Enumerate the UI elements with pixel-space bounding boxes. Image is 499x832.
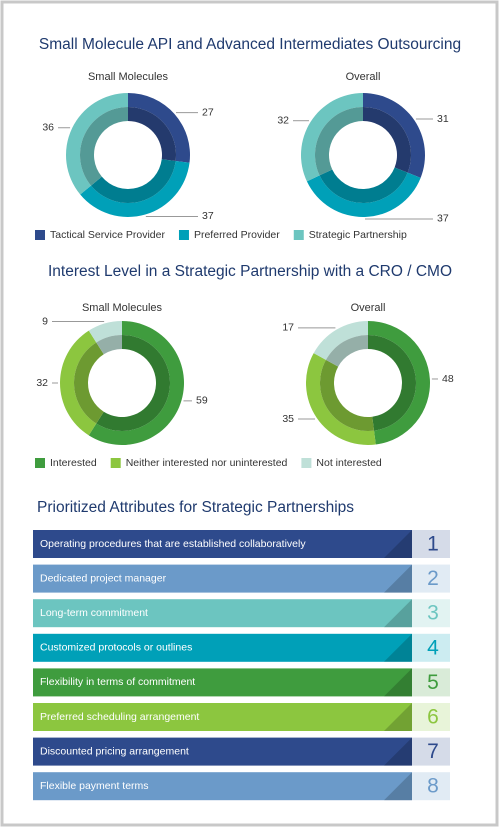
donut-inner-segment [315, 107, 363, 176]
legend-label: Neither interested nor uninterested [126, 457, 288, 469]
donut-inner-segment [96, 335, 170, 431]
donut-inner-segment [320, 359, 375, 431]
donut-inner-segment [73, 342, 104, 424]
data-label: 36 [42, 122, 54, 134]
donut-segment [363, 93, 426, 178]
attribute-bar-fold [384, 564, 412, 593]
data-label: 9 [42, 315, 48, 327]
donut-inner-segment [128, 107, 176, 162]
data-label: 31 [437, 113, 449, 125]
donut-segment [59, 330, 97, 436]
data-label: 59 [196, 395, 208, 407]
attribute-bar [33, 772, 412, 801]
legend-label: Preferred Provider [194, 229, 280, 241]
donut-inner-segment [325, 335, 368, 367]
attribute-bar-fold [384, 668, 412, 697]
rank-number: 8 [427, 775, 439, 798]
rank-number: 1 [427, 533, 439, 556]
attribute-label: Flexibility in terms of commitment [40, 676, 195, 688]
rank-box [412, 703, 450, 731]
rank-box [412, 564, 450, 593]
data-label: 17 [282, 322, 294, 334]
attribute-bar-fold [384, 530, 412, 558]
attribute-bar-fold [384, 772, 412, 801]
donut-segment [306, 172, 421, 217]
legend-swatch [301, 458, 312, 468]
rank-number: 4 [427, 636, 439, 659]
attribute-bar [33, 737, 412, 766]
rank-box [412, 599, 450, 628]
data-label: 37 [202, 210, 214, 222]
attribute-bar-fold [384, 599, 412, 628]
attribute-label: Customized protocols or outlines [40, 642, 192, 654]
attribute-label: Operating procedures that are establishe… [40, 538, 306, 550]
rank-number: 2 [427, 567, 439, 590]
rank-number: 3 [427, 602, 439, 625]
chart-subtitle: Small Molecules [82, 302, 163, 314]
donut-segment [80, 161, 190, 217]
donut-segment [313, 321, 368, 360]
attribute-label: Dedicated project manager [40, 572, 167, 584]
legend-label: Interested [50, 457, 97, 469]
data-label: 48 [442, 373, 454, 385]
donut-segment [301, 93, 363, 182]
attribute-bar [33, 599, 412, 628]
attribute-bar-fold [384, 737, 412, 766]
data-label: 32 [277, 114, 289, 126]
donut-inner-segment [96, 335, 122, 355]
rank-box [412, 772, 450, 801]
data-label: 37 [437, 213, 449, 225]
donut-inner-segment [80, 107, 128, 186]
rank-number: 5 [427, 671, 439, 694]
legend-label: Strategic Partnership [309, 229, 407, 241]
section-title: Small Molecule API and Advanced Intermed… [39, 36, 461, 53]
donut-inner-segment [363, 107, 412, 173]
rank-number: 7 [427, 740, 439, 763]
attribute-bar [33, 703, 412, 731]
chart-subtitle: Overall [346, 71, 381, 83]
section-title: Interest Level in a Strategic Partnershi… [48, 263, 452, 280]
donut-inner-segment [91, 159, 176, 203]
donut-segment [65, 93, 128, 195]
chart-subtitle: Overall [351, 302, 386, 314]
attribute-bar [33, 564, 412, 593]
donut-inner-segment [319, 167, 408, 204]
attribute-bar [33, 633, 412, 662]
attribute-bar-fold [384, 633, 412, 662]
donut-segment [88, 321, 122, 343]
attribute-label: Discounted pricing arrangement [40, 745, 189, 757]
legend-swatch [35, 458, 45, 468]
donut-segment [368, 321, 430, 445]
donut-segment [128, 93, 190, 163]
legend-label: Tactical Service Provider [50, 229, 165, 241]
attribute-bar [33, 668, 412, 697]
attribute-label: Long-term commitment [40, 607, 148, 619]
data-label: 35 [282, 413, 294, 425]
attribute-label: Flexible payment terms [40, 780, 149, 792]
donut-inner-segment [368, 335, 416, 431]
rank-box [412, 737, 450, 766]
legend-swatch [35, 230, 45, 240]
data-label: 27 [202, 106, 214, 118]
rank-box [412, 530, 450, 558]
rank-box [412, 668, 450, 697]
legend-swatch [110, 458, 121, 468]
legend-swatch [178, 230, 189, 240]
donut-segment [88, 321, 184, 445]
legend-label: Not interested [316, 457, 382, 469]
donut-segment [305, 353, 376, 445]
attribute-label: Preferred scheduling arrangement [40, 711, 199, 723]
data-label: 32 [36, 377, 48, 389]
rank-number: 6 [427, 706, 439, 729]
legend-swatch [293, 230, 304, 240]
attributes-title: Prioritized Attributes for Strategic Par… [37, 499, 354, 516]
attribute-bar [33, 530, 412, 558]
chart-subtitle: Small Molecules [88, 71, 169, 83]
attribute-bar-fold [384, 703, 412, 731]
rank-box [412, 633, 450, 662]
